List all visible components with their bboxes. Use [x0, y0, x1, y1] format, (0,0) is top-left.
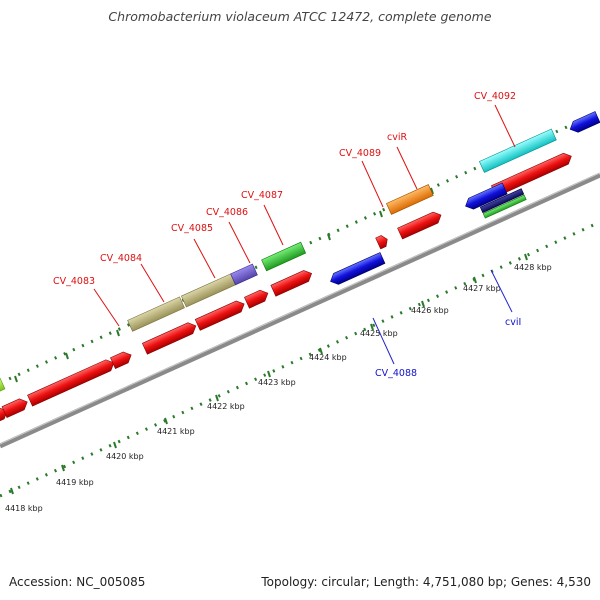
cds-forward-arrow — [27, 359, 115, 407]
genome-backbone-highlight — [0, 172, 600, 445]
scale-label-4426: 4426 kbp — [411, 306, 449, 315]
cds-reverse-arrow — [465, 182, 508, 210]
scale-label-4421: 4421 kbp — [157, 427, 195, 436]
feature-green — [261, 241, 307, 272]
feature-green-small — [482, 194, 527, 219]
scale-label-4427: 4427 kbp — [463, 284, 501, 293]
scale-label-4424: 4424 kbp — [309, 353, 347, 362]
label-leaders-forward — [93, 104, 516, 327]
cds-forward-arrow — [194, 300, 245, 331]
feature-tan-2 — [180, 273, 236, 308]
feature-orange — [386, 184, 434, 215]
cds-reverse-arrow — [330, 252, 386, 285]
reverse-cds-track — [330, 111, 600, 285]
scale-label-4428: 4428 kbp — [514, 263, 552, 272]
map-title: Chromobacterium violaceum ATCC 12472, co… — [108, 9, 492, 24]
label-leaders-reverse — [372, 269, 513, 365]
scale-label-4420: 4420 kbp — [106, 452, 144, 461]
scale-label-4418: 4418 kbp — [5, 504, 43, 513]
cds-forward-arrow — [375, 235, 388, 250]
gene-label: cviR — [387, 132, 407, 143]
scale-label-4419: 4419 kbp — [56, 478, 94, 487]
gene-label: CV_4085 — [171, 223, 213, 234]
scale-label-4425: 4425 kbp — [360, 329, 398, 338]
cds-forward-arrow — [397, 211, 442, 240]
feature-lime — [0, 377, 6, 403]
inner-tick-ring — [0, 220, 600, 498]
feature-cyan — [479, 128, 557, 173]
cds-forward-arrow — [1, 398, 28, 419]
gene-label: CV_4089 — [339, 148, 381, 159]
scale-label-4422: 4422 kbp — [207, 402, 245, 411]
cds-reverse-arrow — [569, 111, 600, 133]
genome-backbone — [0, 172, 600, 449]
gene-label: cviI — [505, 317, 521, 328]
cds-forward-arrow — [270, 270, 313, 297]
cds-forward-arrow — [244, 289, 269, 309]
cds-forward-arrow — [141, 322, 197, 355]
feature-purple — [230, 263, 258, 286]
genome-summary-text: Topology: circular; Length: 4,751,080 bp… — [261, 575, 591, 589]
forward-cds-track — [0, 152, 572, 428]
scale-label-4423: 4423 kbp — [258, 378, 296, 387]
feature-navy — [479, 188, 525, 214]
feature-tan-1 — [127, 296, 185, 332]
gene-label: CV_4092 — [474, 91, 516, 102]
gene-label: CV_4086 — [206, 207, 248, 218]
gene-label: CV_4083 — [53, 276, 95, 287]
gene-label: CV_4084 — [100, 253, 142, 264]
feature-layer — [0, 111, 600, 428]
accession-text: Accession: NC_005085 — [9, 575, 146, 589]
inner-major-ticks — [10, 253, 528, 495]
gene-label: CV_4088 — [375, 368, 417, 379]
gene-label: CV_4087 — [241, 190, 283, 201]
cds-forward-arrow — [110, 351, 132, 370]
